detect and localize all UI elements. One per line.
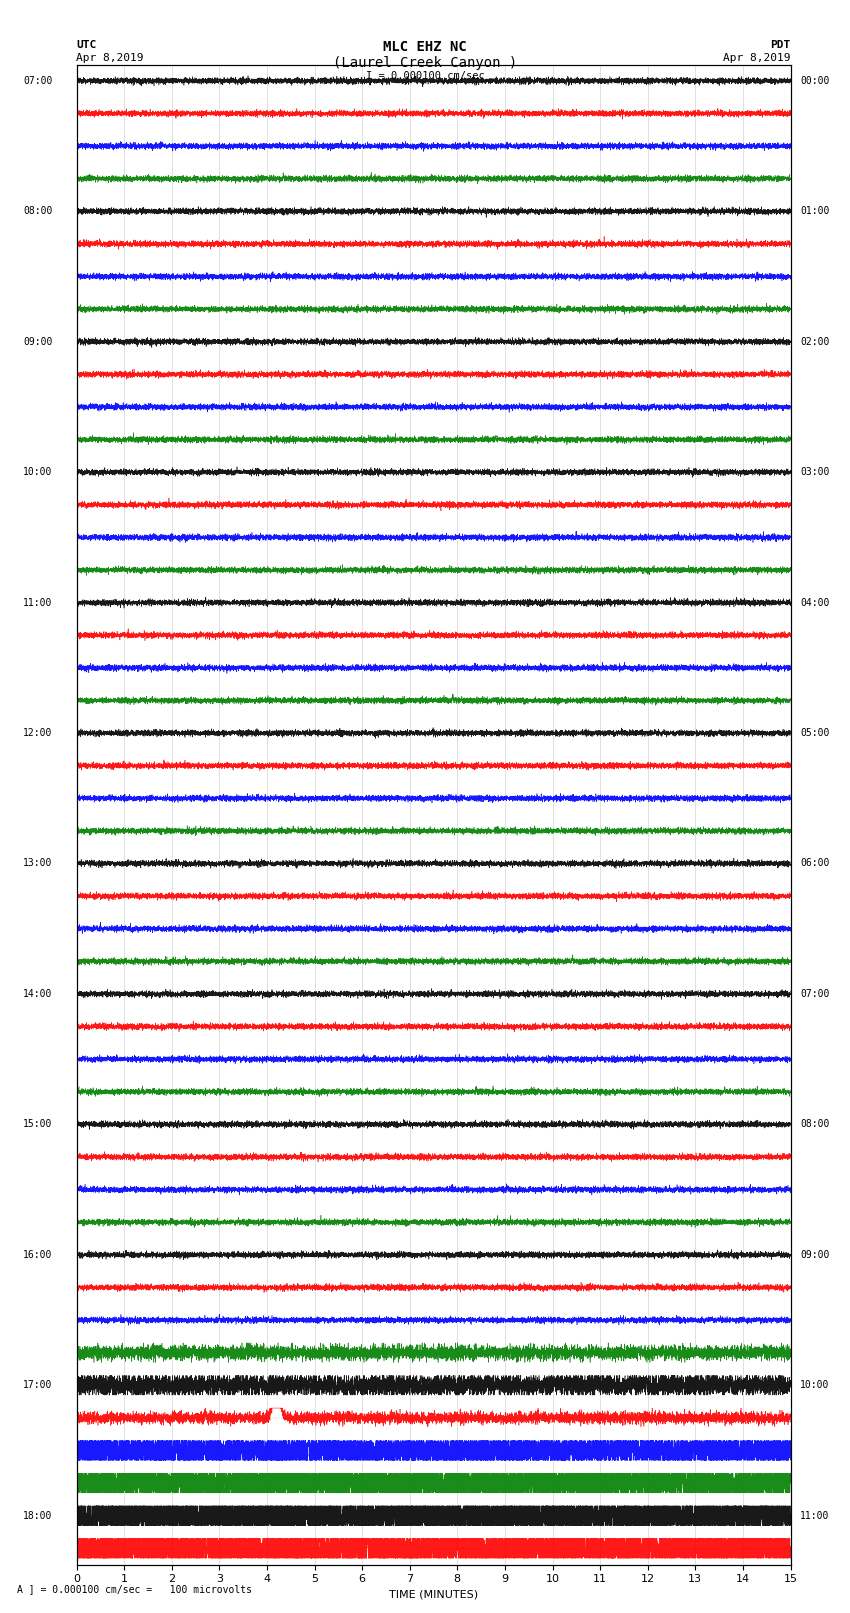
Text: Apr 8,2019: Apr 8,2019 bbox=[723, 53, 791, 63]
Text: 10:00: 10:00 bbox=[800, 1381, 830, 1390]
Text: 08:00: 08:00 bbox=[800, 1119, 830, 1129]
Text: PDT: PDT bbox=[770, 40, 790, 50]
Text: 13:00: 13:00 bbox=[23, 858, 53, 868]
Text: 03:00: 03:00 bbox=[800, 468, 830, 477]
Text: 11:00: 11:00 bbox=[23, 597, 53, 608]
Text: 11:00: 11:00 bbox=[800, 1511, 830, 1521]
Text: A ] = 0.000100 cm/sec =   100 microvolts: A ] = 0.000100 cm/sec = 100 microvolts bbox=[17, 1584, 252, 1594]
Text: 16:00: 16:00 bbox=[23, 1250, 53, 1260]
Text: 17:00: 17:00 bbox=[23, 1381, 53, 1390]
Text: 10:00: 10:00 bbox=[23, 468, 53, 477]
X-axis label: TIME (MINUTES): TIME (MINUTES) bbox=[389, 1590, 478, 1600]
Text: I = 0.000100 cm/sec: I = 0.000100 cm/sec bbox=[366, 71, 484, 81]
Text: 15:00: 15:00 bbox=[23, 1119, 53, 1129]
Text: 07:00: 07:00 bbox=[800, 989, 830, 998]
Text: 00:00: 00:00 bbox=[800, 76, 830, 85]
Text: 05:00: 05:00 bbox=[800, 727, 830, 739]
Text: Apr 8,2019: Apr 8,2019 bbox=[76, 53, 144, 63]
Text: 06:00: 06:00 bbox=[800, 858, 830, 868]
Text: (Laurel Creek Canyon ): (Laurel Creek Canyon ) bbox=[333, 56, 517, 71]
Text: MLC EHZ NC: MLC EHZ NC bbox=[383, 40, 467, 55]
Text: 07:00: 07:00 bbox=[23, 76, 53, 85]
Text: UTC: UTC bbox=[76, 40, 97, 50]
Text: 04:00: 04:00 bbox=[800, 597, 830, 608]
Text: 01:00: 01:00 bbox=[800, 206, 830, 216]
Text: 12:00: 12:00 bbox=[23, 727, 53, 739]
Text: 08:00: 08:00 bbox=[23, 206, 53, 216]
Text: 09:00: 09:00 bbox=[800, 1250, 830, 1260]
Text: 14:00: 14:00 bbox=[23, 989, 53, 998]
Text: 09:00: 09:00 bbox=[23, 337, 53, 347]
Text: 18:00: 18:00 bbox=[23, 1511, 53, 1521]
Text: 02:00: 02:00 bbox=[800, 337, 830, 347]
